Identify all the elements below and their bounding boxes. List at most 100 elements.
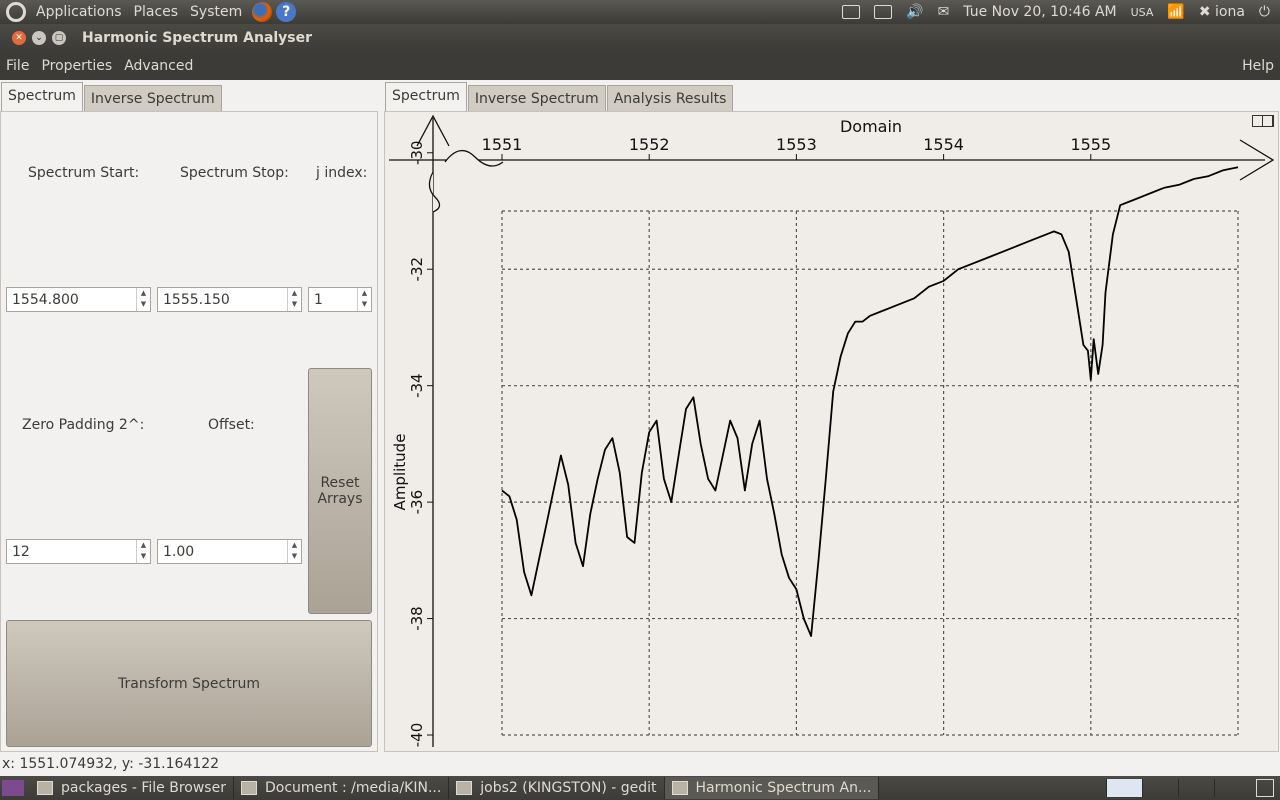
menubar: File Properties Advanced Help [0,52,1280,80]
cursor-coordinates: x: 1551.074932, y: -31.164122 [2,756,220,772]
spectrum-plot[interactable]: 1551 1552 1553 1554 1555 -30 -32 -34 -36 -38 -40 D… [385,112,1280,753]
keyboard-layout[interactable]: USA [1130,5,1154,19]
status-bar: x: 1551.074932, y: -31.164122 [0,752,1280,776]
system-menu[interactable]: System [190,4,243,20]
network-icon[interactable]: 📶 [1167,4,1185,20]
tab-inverse-spectrum-right[interactable]: Inverse Spectrum [467,85,606,112]
y-tick-label: -32 [408,257,426,282]
user-menu[interactable]: ✖ iona [1198,4,1245,20]
workspace-switcher[interactable] [1106,779,1250,797]
battery-icon[interactable] [874,5,893,19]
plot-options-icon[interactable] [1252,115,1274,127]
x-tick-label: 1554 [923,135,964,154]
mail-icon[interactable]: ✉ [937,4,950,20]
y-tick-label: -30 [408,141,426,166]
spectrum-start-input[interactable] [7,288,136,311]
tab-spectrum-left[interactable]: Spectrum [1,82,83,112]
window-icon [671,781,688,795]
spectrum-stop-arrows[interactable]: ▲ ▼ [287,288,301,311]
offset-label: Offset: [208,417,255,433]
spectrum-start-spinbox[interactable]: ▲▼ [6,287,151,312]
y-tick-label: -36 [408,490,426,514]
volume-icon[interactable]: 🔊 [906,4,924,20]
workspace-2[interactable] [1142,779,1178,797]
firefox-icon[interactable] [252,2,273,22]
control-panel: Spectrum Start: Spectrum Stop: j index: … [0,111,378,752]
plot-panel: 1551 1552 1553 1554 1555 -30 -32 -34 -36 -38 -40 D… [384,111,1279,752]
x-axis-break [444,150,504,167]
x-tick-label: 1552 [629,135,670,154]
zero-padding-spinbox[interactable]: ▲▼ [6,539,151,564]
menu-help[interactable]: Help [1242,58,1274,74]
task-file-browser[interactable]: packages - File Browser [30,777,234,799]
y-axis-label: Amplitude [391,434,409,511]
window-titlebar[interactable]: ✕ ⌄ ▢ Harmonic Spectrum Analyser [0,24,1280,52]
ubuntu-logo-icon[interactable] [6,2,26,22]
right-tabbar: Spectrum Inverse Spectrum Analysis Resul… [385,82,734,112]
workspace-1[interactable] [1106,779,1142,797]
offset-input[interactable] [158,540,287,563]
spectrum-series-line [501,166,1239,637]
x-axis-label: Domain [840,117,902,136]
zero-padding-input[interactable] [7,540,136,563]
y-axis-arrow [416,114,450,147]
j-index-arrows[interactable]: ▲ ▼ [357,288,371,311]
keyboard-icon[interactable] [842,5,861,19]
x-tick-label: 1551 [482,135,523,154]
close-window-icon[interactable]: ✕ [12,31,26,45]
task-document[interactable]: Document : /media/KIN... [234,777,450,799]
workspace-3[interactable] [1178,779,1214,797]
y-tick-label: -34 [408,373,426,398]
spectrum-start-label: Spectrum Start: [28,165,140,181]
zero-padding-arrows[interactable]: ▲ ▼ [136,540,150,563]
applications-menu[interactable]: Applications [36,4,122,20]
x-tick-label: 1555 [1070,135,1111,154]
transform-spectrum-button[interactable]: Transform Spectrum [6,620,372,747]
spectrum-stop-label: Spectrum Stop: [180,165,289,181]
j-index-spinbox[interactable]: ▲▼ [308,287,372,312]
top-panel: Applications Places System ? 🔊 ✉ Tue Nov… [0,0,1280,24]
folder-icon [37,781,53,795]
spectrum-start-arrows[interactable]: ▲ ▼ [136,288,150,311]
document-icon [240,781,257,795]
user-name: iona [1215,4,1245,20]
menu-advanced[interactable]: Advanced [124,58,194,74]
menu-properties[interactable]: Properties [41,58,113,74]
menu-file[interactable]: File [6,58,30,74]
tab-analysis-results[interactable]: Analysis Results [606,85,734,112]
clock[interactable]: Tue Nov 20, 10:46 AM [963,4,1117,20]
tab-spectrum-right[interactable]: Spectrum [385,82,467,112]
bottom-taskbar: packages - File Browser Document : /medi… [0,776,1280,800]
x-tick-label: 1553 [776,135,817,154]
left-tabbar: Spectrum Inverse Spectrum [1,82,223,112]
spectrum-stop-spinbox[interactable]: ▲▼ [157,287,302,312]
task-harmonic-analyser[interactable]: Harmonic Spectrum An... [664,777,880,799]
y-tick-label: -40 [408,723,426,748]
offset-arrows[interactable]: ▲ ▼ [287,540,301,563]
power-icon[interactable]: ⏻ [1258,4,1270,20]
system-tray: 🔊 ✉ Tue Nov 20, 10:46 AM USA 📶 ✖ iona ⏻ [842,4,1280,20]
offset-spinbox[interactable]: ▲▼ [157,539,302,564]
spectrum-stop-input[interactable] [158,288,287,311]
y-axis-break [428,171,441,213]
task-gedit[interactable]: jobs2 (KINGSTON) - gedit [449,777,665,799]
places-menu[interactable]: Places [133,4,179,20]
reset-arrays-button[interactable]: Reset Arrays [308,368,372,614]
zero-padding-label: Zero Padding 2^: [22,417,145,433]
y-tick-label: -38 [408,606,426,631]
window-title: Harmonic Spectrum Analyser [82,30,313,46]
minimize-window-icon[interactable]: ⌄ [32,31,46,45]
gedit-icon [456,781,473,795]
x-axis-arrow [1239,139,1275,181]
j-index-input[interactable] [309,288,357,311]
workspace-4[interactable] [1214,779,1250,797]
task-label: jobs2 (KINGSTON) - gedit [480,780,657,796]
show-desktop-icon[interactable] [2,780,24,796]
trash-icon[interactable] [1256,779,1274,797]
task-label: packages - File Browser [61,780,226,796]
task-label: Document : /media/KIN... [264,780,442,796]
help-launcher-icon[interactable]: ? [276,2,297,22]
tab-inverse-spectrum-left[interactable]: Inverse Spectrum [83,85,222,112]
maximize-window-icon[interactable]: ▢ [52,31,66,45]
task-label: Harmonic Spectrum An... [695,780,872,796]
